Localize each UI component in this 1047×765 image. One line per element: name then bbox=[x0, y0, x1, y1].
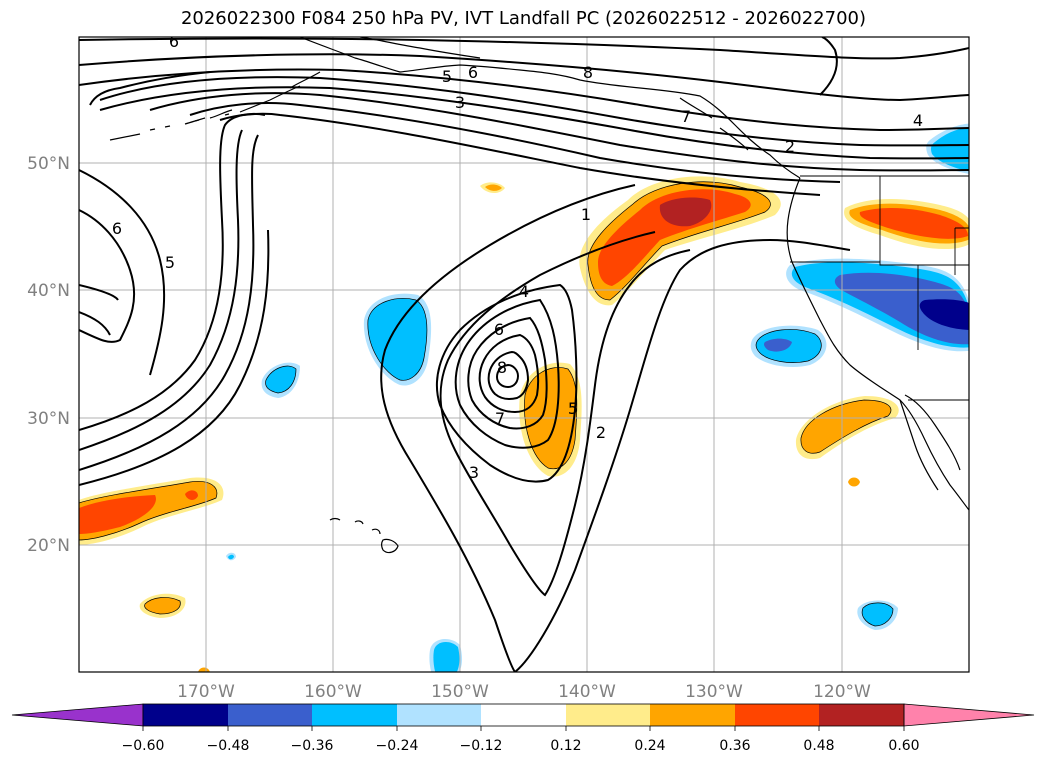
coastlines bbox=[109, 37, 969, 554]
lat-label: 20°N bbox=[27, 536, 70, 556]
colorbar-tick-label: 0.60 bbox=[888, 738, 919, 754]
ivt-anomaly-region bbox=[659, 197, 712, 227]
map-title: 2026022300 F084 250 hPa PV, IVT Landfall… bbox=[180, 8, 867, 29]
pv-label: 5 bbox=[568, 399, 578, 418]
colorbar-segment bbox=[481, 704, 566, 726]
pv-label: 1 bbox=[581, 205, 591, 224]
pv-label: 7 bbox=[495, 409, 505, 428]
lon-label: 140°W bbox=[558, 682, 616, 702]
ivt-anomaly-region bbox=[79, 495, 156, 534]
pv-label: 5 bbox=[442, 67, 452, 86]
colorbar-tick-label: 0.48 bbox=[803, 738, 834, 754]
colorbar-segment bbox=[397, 704, 481, 726]
colorbar: −0.60 −0.48 −0.36 −0.24 −0.12 0.12 0.24 … bbox=[11, 703, 1035, 754]
colorbar-tick-label: 0.36 bbox=[719, 738, 750, 754]
colorbar-segment bbox=[143, 704, 228, 726]
colorbar-segment bbox=[819, 704, 904, 726]
colorbar-tick-label: −0.60 bbox=[122, 738, 165, 754]
pv-label: 6 bbox=[494, 320, 504, 339]
ivt-anomaly-region bbox=[834, 272, 969, 345]
pv-contours bbox=[79, 37, 969, 672]
lon-label: 120°W bbox=[813, 682, 871, 702]
colorbar-segment bbox=[566, 704, 650, 726]
ivt-anomaly-region bbox=[764, 338, 792, 352]
pv-contour-labels: 6 5 6 8 3 7 4 2 6 5 1 4 6 8 7 5 2 3 bbox=[112, 32, 923, 482]
pv-label: 2 bbox=[596, 423, 606, 442]
colorbar-extend-high bbox=[903, 703, 1035, 727]
colorbar-tick-label: −0.12 bbox=[460, 738, 503, 754]
lon-label: 160°W bbox=[304, 682, 362, 702]
map-panel bbox=[79, 37, 969, 672]
colorbar-tick-label: −0.36 bbox=[291, 738, 334, 754]
longitude-labels: 170°W 160°W 150°W 140°W 130°W 120°W bbox=[177, 682, 871, 702]
colorbar-tick-label: 0.12 bbox=[550, 738, 581, 754]
ivt-outlines bbox=[79, 181, 894, 627]
pv-label: 6 bbox=[112, 219, 122, 238]
colorbar-tick-label: −0.48 bbox=[207, 738, 250, 754]
ivt-anomaly-region bbox=[859, 208, 968, 239]
ivt-anomaly-region bbox=[598, 189, 751, 286]
pv-label: 5 bbox=[165, 253, 175, 272]
ivt-shading bbox=[79, 123, 969, 672]
lat-label: 30°N bbox=[27, 409, 70, 429]
ivt-anomaly-region bbox=[485, 184, 502, 191]
ivt-anomaly-region bbox=[198, 667, 210, 672]
colorbar-tick-label: 0.24 bbox=[634, 738, 665, 754]
colorbar-segment bbox=[312, 704, 397, 726]
pv-label: 8 bbox=[497, 358, 507, 377]
colorbar-extend-low bbox=[11, 703, 144, 727]
pv-label: 7 bbox=[681, 107, 691, 126]
ivt-anomaly-region bbox=[433, 642, 460, 672]
pv-label: 4 bbox=[519, 282, 529, 301]
colorbar-segment bbox=[735, 704, 819, 726]
pv-label: 2 bbox=[785, 137, 795, 156]
ivt-anomaly-region bbox=[265, 366, 296, 393]
latitude-labels: 50°N 40°N 30°N 20°N bbox=[27, 154, 70, 556]
lon-label: 170°W bbox=[177, 682, 235, 702]
ivt-anomaly-region bbox=[919, 299, 969, 330]
pv-label: 6 bbox=[468, 63, 478, 82]
ivt-anomaly-region bbox=[848, 477, 860, 487]
colorbar-segment bbox=[650, 704, 735, 726]
lat-label: 50°N bbox=[27, 154, 70, 174]
pv-label: 6 bbox=[169, 32, 179, 51]
gridlines bbox=[79, 37, 969, 672]
pv-label: 3 bbox=[455, 93, 465, 112]
pv-label: 4 bbox=[913, 111, 923, 130]
lat-label: 40°N bbox=[27, 281, 70, 301]
colorbar-segment bbox=[228, 704, 312, 726]
lon-label: 150°W bbox=[431, 682, 489, 702]
pv-label: 8 bbox=[583, 63, 593, 82]
map-frame bbox=[78, 36, 970, 673]
ivt-anomaly-region bbox=[144, 597, 181, 614]
ivt-anomaly-region bbox=[862, 602, 893, 626]
pv-label: 3 bbox=[469, 463, 479, 482]
lon-label: 130°W bbox=[685, 682, 743, 702]
ivt-anomaly-region bbox=[931, 127, 969, 172]
ivt-anomaly-region bbox=[228, 554, 234, 560]
ivt-anomaly-region bbox=[185, 490, 198, 500]
colorbar-tick-label: −0.24 bbox=[376, 738, 419, 754]
